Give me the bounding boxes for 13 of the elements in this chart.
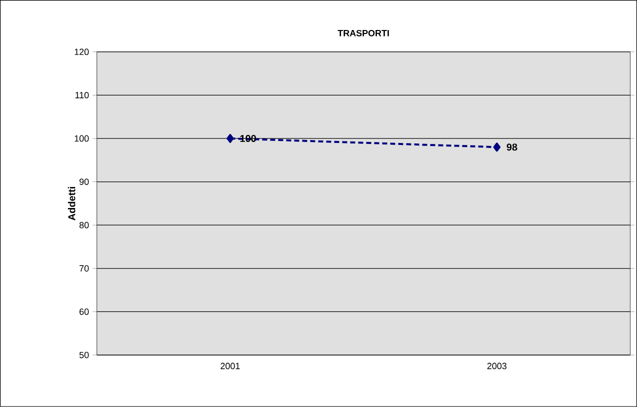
y-axis-title: Addetti <box>68 187 76 220</box>
y-tick-label: 50 <box>79 352 89 358</box>
x-tick-label: 2001 <box>220 362 240 370</box>
data-label: 98 <box>506 144 518 151</box>
y-tick-label: 90 <box>80 178 89 186</box>
x-tick-label: 2003 <box>487 362 506 370</box>
y-tick-label: 60 <box>80 308 89 315</box>
y-tick-label: 70 <box>80 265 89 272</box>
y-tick-label: 100 <box>74 135 89 142</box>
y-tick-label: 80 <box>80 222 89 228</box>
y-tick-label: 120 <box>74 48 89 56</box>
y-tick-label: 110 <box>75 92 89 98</box>
chart-title: TRASPORTI <box>338 30 389 36</box>
